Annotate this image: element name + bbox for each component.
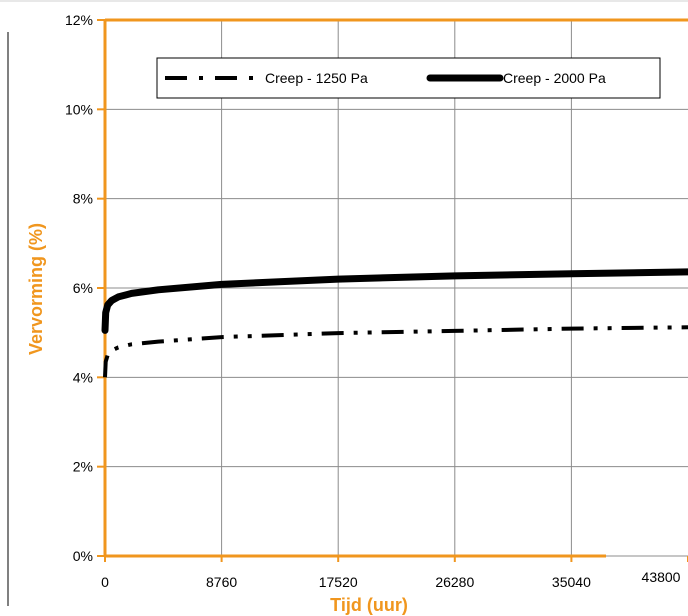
- y-tick-label: 12%: [65, 12, 93, 28]
- legend-label-1: Creep - 1250 Pa: [265, 70, 368, 86]
- y-axis-title: Vervorming (%): [26, 223, 46, 355]
- x-tick-label: 17520: [319, 574, 358, 590]
- x-tick-labels: 0 8760 17520 26280 35040 43800: [101, 569, 681, 590]
- y-tick-label: 2%: [73, 459, 93, 475]
- y-tick-label: 8%: [73, 191, 93, 207]
- series-group: [101, 268, 688, 378]
- plot-frame: [97, 18, 688, 562]
- x-tick-label: 26280: [435, 574, 474, 590]
- x-axis-title: Tijd (uur): [330, 595, 408, 615]
- grid: [105, 20, 688, 556]
- series-line-1: [103, 325, 688, 378]
- legend: Creep - 1250 Pa Creep - 2000 Pa: [156, 57, 661, 99]
- y-tick-labels: 0% 2% 4% 6% 8% 10% 12%: [65, 12, 93, 564]
- x-tick-label: 0: [101, 574, 109, 590]
- y-tick-label: 10%: [65, 101, 93, 117]
- y-tick-label: 4%: [73, 369, 93, 385]
- x-tick-label: 35040: [552, 574, 591, 590]
- legend-box: [156, 57, 661, 99]
- series-line-2: [101, 268, 688, 334]
- x-tick-label: 8760: [206, 574, 237, 590]
- y-tick-label: 0%: [73, 548, 93, 564]
- y-tick-label: 6%: [73, 280, 93, 296]
- legend-label-2: Creep - 2000 Pa: [503, 70, 606, 86]
- x-tick-label: 43800: [642, 569, 681, 585]
